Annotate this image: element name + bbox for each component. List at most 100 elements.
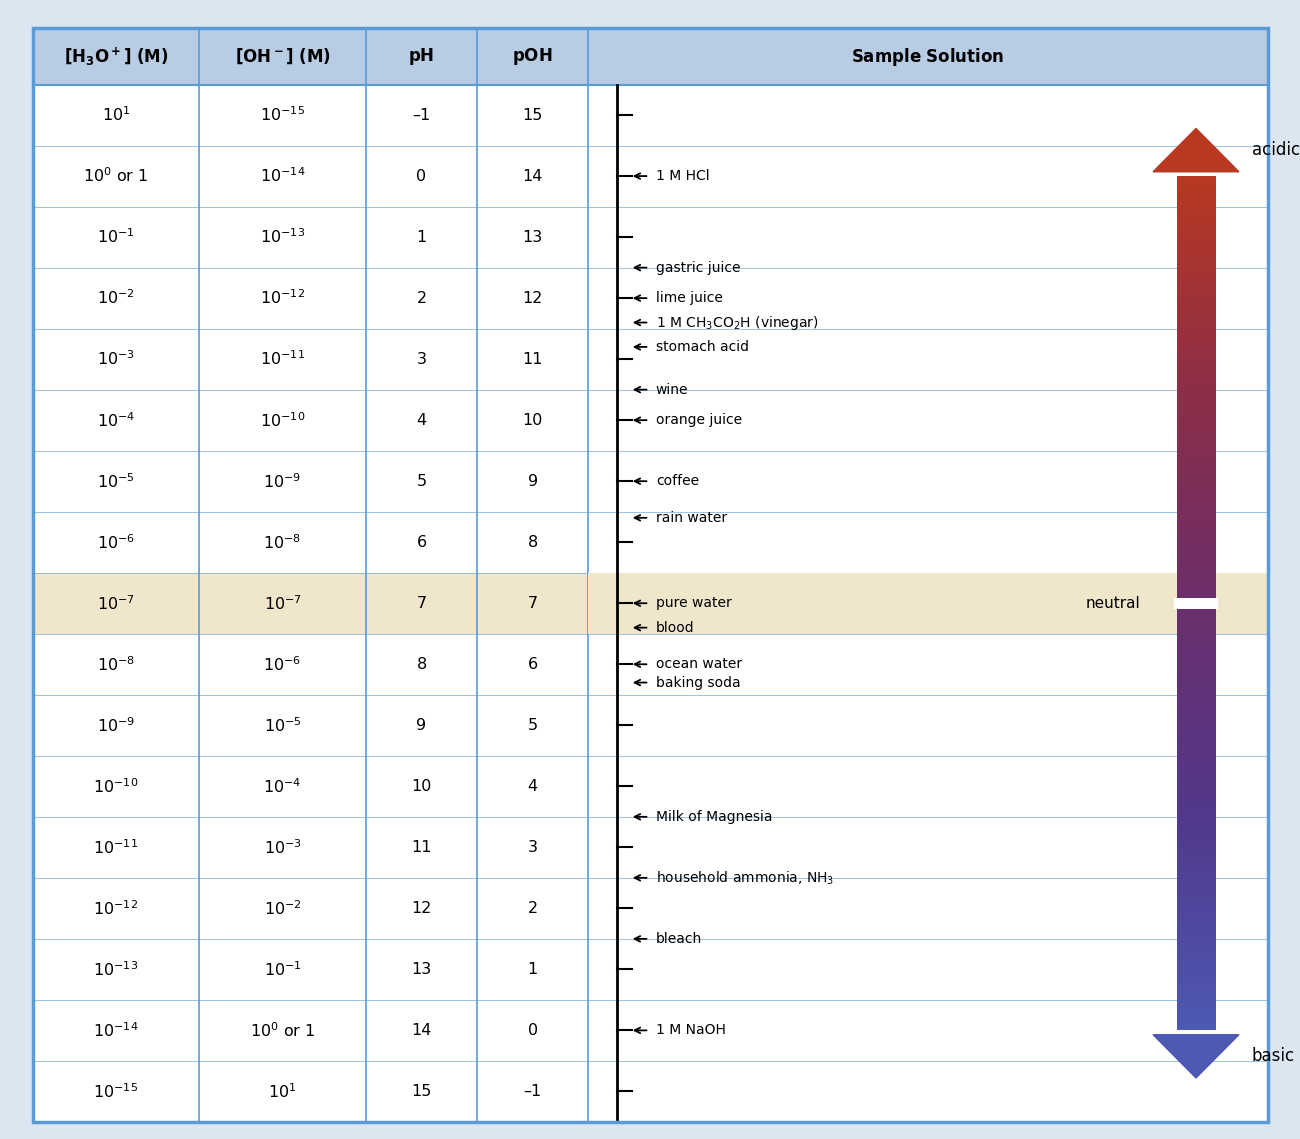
Bar [1176, 917, 1216, 919]
Bar [1176, 1016, 1216, 1019]
Bar [1176, 874, 1216, 877]
Bar [1176, 908, 1216, 911]
Bar [1176, 342, 1216, 344]
Bar [1176, 1019, 1216, 1022]
Bar [1176, 259, 1216, 262]
Bar [1176, 418, 1216, 421]
Text: $10^{-13}$: $10^{-13}$ [260, 228, 306, 246]
Bar [1176, 310, 1216, 313]
Bar [1176, 595, 1216, 598]
Text: 2: 2 [416, 290, 426, 305]
Bar [1176, 792, 1216, 794]
Bar [1176, 475, 1216, 478]
Bar [1176, 877, 1216, 879]
Bar [1176, 239, 1216, 241]
Bar [1176, 555, 1216, 558]
Bar [1176, 196, 1216, 199]
Bar [1176, 233, 1216, 236]
Bar [1176, 985, 1216, 988]
Bar [1176, 513, 1216, 515]
Text: $10^{-11}$: $10^{-11}$ [94, 838, 138, 857]
Bar [1176, 228, 1216, 230]
Bar [1176, 444, 1216, 446]
Bar [1176, 541, 1216, 543]
Text: $10^{-2}$: $10^{-2}$ [264, 899, 302, 918]
Bar [1176, 393, 1216, 395]
Bar [1176, 224, 1216, 228]
Text: 7: 7 [416, 596, 426, 611]
Text: 0: 0 [528, 1023, 538, 1038]
Bar [1176, 657, 1216, 661]
Bar [1176, 1010, 1216, 1014]
Bar [1176, 919, 1216, 923]
Text: $\mathbf{pOH}$: $\mathbf{pOH}$ [512, 46, 552, 67]
Bar [1176, 931, 1216, 934]
Bar [1176, 241, 1216, 245]
Bar [1176, 583, 1216, 587]
Text: 9: 9 [528, 474, 538, 489]
Bar [1176, 543, 1216, 547]
Text: $10^{-9}$: $10^{-9}$ [96, 716, 135, 735]
Bar [1176, 1002, 1216, 1005]
Bar [1176, 427, 1216, 429]
Bar [1176, 999, 1216, 1002]
Bar [1176, 211, 1216, 213]
Bar [1176, 632, 1216, 634]
Text: $10^{-3}$: $10^{-3}$ [264, 838, 302, 857]
Bar [1176, 194, 1216, 196]
Bar [1176, 777, 1216, 780]
Text: $10^1$: $10^1$ [268, 1082, 296, 1100]
Bar [1176, 560, 1216, 564]
Bar [1176, 416, 1216, 418]
Bar [1176, 888, 1216, 891]
Bar [1176, 788, 1216, 792]
Bar [1176, 737, 1216, 740]
Bar [1176, 285, 1216, 287]
Bar [1176, 661, 1216, 663]
Bar [1176, 236, 1216, 239]
Text: rain water: rain water [656, 510, 727, 525]
Bar [1176, 521, 1216, 524]
Bar [1176, 600, 1216, 604]
Bar [1176, 1022, 1216, 1025]
Bar [1176, 287, 1216, 290]
Bar [1176, 304, 1216, 308]
Bar [1176, 857, 1216, 860]
Text: $10^{-12}$: $10^{-12}$ [260, 289, 306, 308]
Bar [1176, 473, 1216, 475]
Bar [1176, 395, 1216, 399]
Text: $10^{-7}$: $10^{-7}$ [96, 593, 135, 613]
Bar [1176, 803, 1216, 805]
Bar [1176, 503, 1216, 507]
Bar [1176, 834, 1216, 837]
Bar [1176, 370, 1216, 372]
Bar [1176, 566, 1216, 570]
Bar [1176, 805, 1216, 809]
Bar [1176, 988, 1216, 991]
Bar [1176, 222, 1216, 224]
Bar [1176, 515, 1216, 518]
Bar [1176, 782, 1216, 786]
Text: baking soda: baking soda [656, 675, 741, 689]
Bar [1176, 980, 1216, 982]
Text: 11: 11 [411, 839, 432, 854]
Bar [1176, 809, 1216, 811]
Bar [1176, 378, 1216, 382]
Bar [1176, 683, 1216, 686]
Bar [1176, 589, 1216, 592]
Bar [1176, 891, 1216, 894]
Bar [1176, 308, 1216, 310]
Text: 1 M HCl: 1 M HCl [656, 169, 710, 183]
Text: 9: 9 [416, 718, 426, 732]
Bar [1176, 518, 1216, 521]
Bar [1176, 581, 1216, 583]
Text: 6: 6 [416, 534, 426, 550]
Bar [1176, 245, 1216, 247]
Bar [1176, 296, 1216, 298]
Bar [1176, 849, 1216, 851]
Bar [1176, 951, 1216, 953]
Bar [1176, 316, 1216, 319]
Bar [1176, 532, 1216, 535]
Text: $10^{-10}$: $10^{-10}$ [260, 411, 306, 429]
Bar [1176, 321, 1216, 325]
